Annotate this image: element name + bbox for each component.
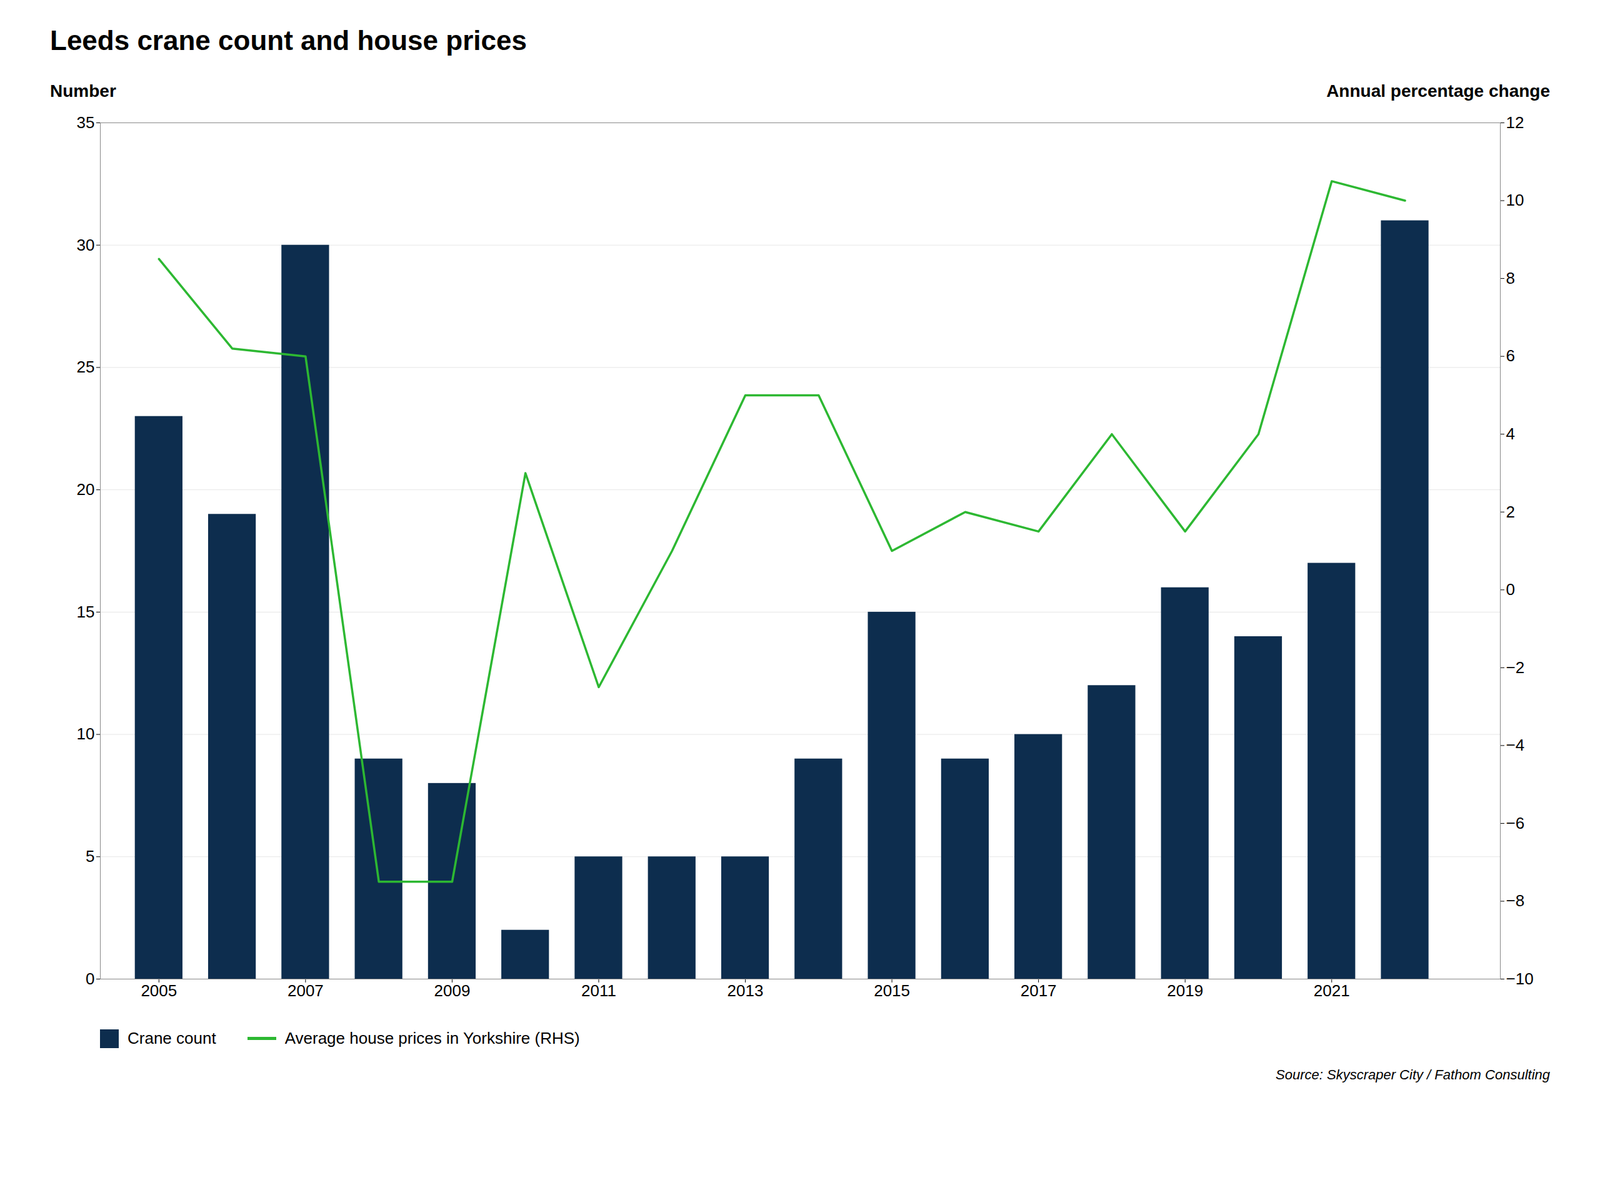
svg-text:−6: −6 (1506, 813, 1525, 833)
svg-text:2017: 2017 (1020, 981, 1057, 1000)
html-text:Leeds crane count and house pr: Leeds crane count and house prices (50, 25, 527, 56)
svg-text:2021: 2021 (1313, 981, 1350, 1000)
svg-text:2015: 2015 (873, 981, 910, 1000)
svg-text:15: 15 (76, 602, 95, 622)
svg-text:4: 4 (1506, 424, 1515, 444)
svg-text:12: 12 (1506, 113, 1525, 132)
html-text:Average house prices in Yorksh: Average house prices in Yorkshire (RHS) (284, 1028, 580, 1048)
html-text:Annual percentage change: Annual percentage change (1326, 81, 1550, 101)
svg-text:2013: 2013 (727, 981, 764, 1000)
html-text:Crane count: Crane count (127, 1028, 217, 1048)
svg-text:30: 30 (76, 235, 95, 255)
html-text:Source: Skyscraper City / Fath: Source: Skyscraper City / Fathom Consult… (1275, 1066, 1550, 1083)
svg-text:2007: 2007 (287, 981, 324, 1000)
svg-text:20: 20 (76, 480, 95, 499)
svg-text:−2: −2 (1506, 658, 1525, 677)
svg-text:2019: 2019 (1166, 981, 1204, 1000)
svg-text:5: 5 (85, 846, 95, 866)
svg-text:35: 35 (76, 113, 95, 132)
svg-text:10: 10 (1506, 190, 1525, 210)
svg-text:2005: 2005 (140, 981, 177, 1000)
svg-text:0: 0 (1506, 580, 1515, 599)
svg-text:10: 10 (76, 724, 95, 744)
html-text:Number: Number (50, 81, 117, 101)
svg-text:−10: −10 (1506, 969, 1534, 989)
svg-text:0: 0 (85, 969, 95, 989)
svg-text:25: 25 (76, 357, 95, 377)
svg-text:−4: −4 (1506, 735, 1525, 755)
svg-text:8: 8 (1506, 268, 1515, 288)
svg-text:2009: 2009 (434, 981, 471, 1000)
svg-text:6: 6 (1506, 346, 1515, 365)
svg-text:−8: −8 (1506, 891, 1525, 910)
svg-text:2: 2 (1506, 502, 1515, 522)
svg-text:2011: 2011 (581, 981, 617, 1000)
